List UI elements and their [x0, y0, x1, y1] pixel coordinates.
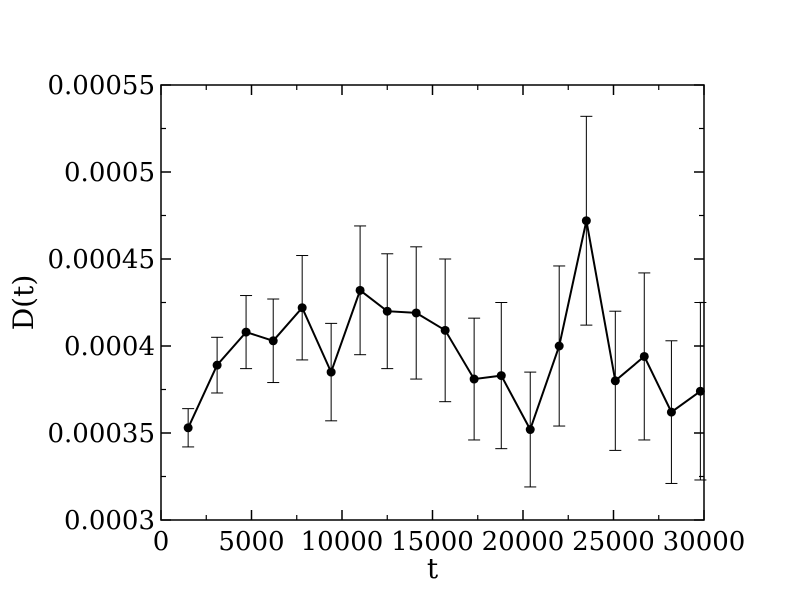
x-tick-label: 10000 [301, 527, 384, 557]
data-point [695, 386, 705, 396]
data-point [581, 216, 591, 226]
data-point [610, 376, 620, 386]
y-tick-label: 0.0004 [64, 332, 155, 362]
y-axis-ticks [161, 84, 704, 521]
data-point [440, 325, 450, 335]
x-tick-label: 15000 [391, 527, 474, 557]
series-line [187, 220, 701, 432]
data-point [554, 341, 564, 351]
x-tick-label: 25000 [572, 527, 655, 557]
x-tick-label: 5000 [218, 527, 284, 557]
y-tick-label: 0.00045 [47, 245, 155, 275]
data-point [326, 367, 336, 377]
data-points [183, 216, 705, 435]
data-point [666, 407, 676, 417]
data-point [241, 327, 251, 337]
x-axis-ticks [160, 85, 705, 520]
y-tick-label: 0.00035 [47, 419, 155, 449]
y-tick-label: 0.0003 [64, 506, 155, 536]
data-point [268, 336, 278, 346]
x-axis-tick-labels: 0 5000 10000 15000 20000 25000 30000 [153, 527, 746, 557]
y-tick-label: 0.00055 [47, 71, 155, 101]
x-tick-label: 30000 [663, 527, 746, 557]
y-axis-title: D(t) [7, 275, 40, 331]
data-point [525, 425, 535, 435]
plot-area-frame [160, 84, 705, 521]
y-axis-tick-labels: 0.0003 0.00035 0.0004 0.00045 0.0005 0.00055 [47, 71, 155, 536]
data-point [469, 374, 479, 384]
data-point [411, 308, 421, 318]
x-tick-label: 0 [153, 527, 170, 557]
data-point [297, 303, 307, 313]
x-tick-label: 20000 [482, 527, 565, 557]
data-point [639, 351, 649, 361]
data-point [212, 360, 222, 370]
data-point [355, 285, 365, 295]
data-point [183, 423, 193, 433]
error-bars [182, 115, 707, 488]
data-point [382, 306, 392, 316]
y-tick-label: 0.0005 [64, 158, 155, 188]
x-axis-title: t [427, 552, 439, 585]
data-point [496, 371, 506, 381]
